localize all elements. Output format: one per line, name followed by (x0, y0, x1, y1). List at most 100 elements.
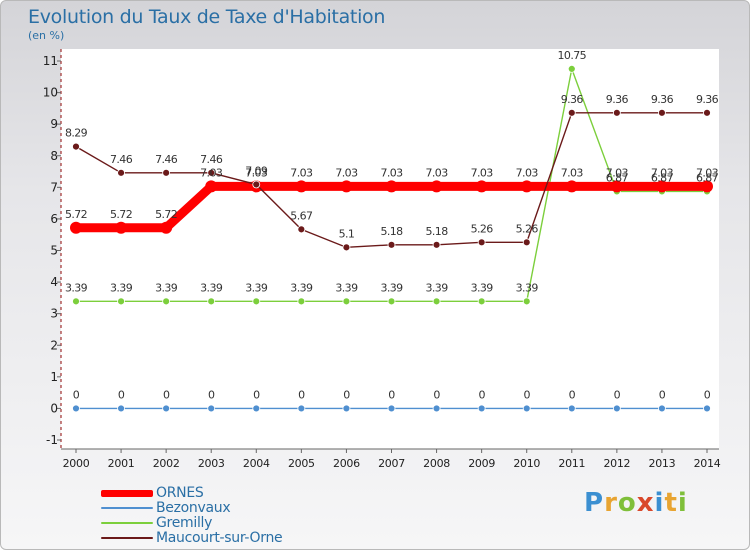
data-label: 3.39 (290, 281, 313, 294)
data-label: 0 (659, 388, 666, 401)
x-tick-label: 2004 (243, 457, 270, 470)
y-tick-label: 0 (50, 401, 58, 415)
data-point (387, 404, 396, 413)
data-point (475, 180, 488, 193)
logo-letter: P (584, 488, 605, 518)
data-label: 7.46 (155, 153, 178, 166)
data-label: 5.18 (426, 225, 449, 238)
data-point (477, 297, 486, 306)
data-label: 3.39 (65, 281, 88, 294)
data-label: 7.03 (335, 166, 358, 179)
data-point (432, 240, 441, 249)
data-point (162, 168, 171, 177)
data-point (252, 404, 261, 413)
data-label: 5.72 (110, 208, 132, 221)
x-tick-label: 2012 (603, 457, 630, 470)
data-label: 9.36 (561, 93, 584, 106)
legend-label-bezonvaux: Bezonvaux (156, 500, 231, 516)
data-point (703, 108, 711, 117)
data-label: 0 (478, 388, 485, 401)
chart-subtitle: (en %) (28, 29, 65, 42)
data-label: 7.03 (651, 166, 674, 179)
proxiti-logo: Proxiti (584, 488, 688, 518)
data-label: 7.03 (245, 166, 268, 179)
x-tick-label: 2003 (198, 457, 225, 470)
data-label: 0 (163, 388, 170, 401)
data-label: 7.09 (245, 164, 268, 177)
data-label: 9.36 (651, 93, 674, 106)
data-label: 0 (343, 388, 350, 401)
data-label: 0 (524, 388, 531, 401)
data-point (205, 180, 218, 193)
data-label: 7.46 (110, 153, 133, 166)
data-label: 5.72 (65, 208, 87, 221)
data-label: 9.36 (696, 93, 719, 106)
data-label: 6.87 (696, 171, 719, 184)
data-label: 5.72 (155, 208, 177, 221)
data-point (567, 64, 576, 73)
data-point (72, 142, 80, 151)
data-point (342, 404, 351, 413)
data-point (297, 225, 306, 234)
y-tick-label: 9 (50, 117, 58, 131)
data-point (567, 108, 576, 117)
y-tick-label: 8 (50, 149, 58, 163)
data-point (477, 238, 486, 247)
data-point (658, 108, 666, 117)
x-tick-label: 2000 (63, 457, 90, 470)
y-tick-label: 4 (50, 275, 58, 289)
data-label: 3.39 (335, 281, 358, 294)
data-point (115, 221, 128, 234)
legend-swatch-gremilly (101, 522, 153, 524)
x-tick-label: 2006 (333, 457, 360, 470)
data-point (252, 180, 261, 189)
data-point (703, 404, 711, 413)
data-point (520, 180, 533, 193)
data-point (342, 297, 351, 306)
data-point (612, 108, 621, 117)
data-point (610, 180, 623, 193)
data-point (207, 404, 216, 413)
data-point (72, 297, 80, 306)
data-label: 3.39 (110, 281, 133, 294)
x-tick-label: 2008 (423, 457, 450, 470)
data-point (701, 180, 713, 193)
y-tick-label: 7 (50, 180, 58, 194)
data-label: 5.67 (290, 209, 313, 222)
data-label: 0 (73, 388, 80, 401)
data-label: 7.03 (696, 166, 719, 179)
y-tick-label: 5 (50, 244, 58, 258)
data-label: 0 (298, 388, 305, 401)
x-tick-label: 2010 (513, 457, 540, 470)
legend-swatch-maucourt (101, 537, 153, 539)
logo-letter: o (617, 488, 637, 518)
data-label: 7.03 (426, 166, 449, 179)
data-label: 3.39 (245, 281, 268, 294)
data-label: 7.03 (516, 166, 539, 179)
data-point (297, 404, 306, 413)
data-point (432, 404, 441, 413)
data-label: 3.39 (471, 281, 494, 294)
y-tick-label: 10 (43, 86, 58, 100)
x-tick-label: 2005 (288, 457, 315, 470)
data-point (117, 297, 125, 306)
chart-title: Evolution du Taux de Taxe d'Habitation (28, 6, 386, 28)
data-point (70, 221, 82, 234)
data-label: 9.36 (606, 93, 629, 106)
data-label: 3.39 (200, 281, 223, 294)
data-label: 0 (388, 388, 395, 401)
data-label: 5.1 (339, 227, 355, 240)
data-point (207, 168, 216, 177)
x-tick-label: 2001 (108, 457, 135, 470)
data-label: 7.03 (200, 166, 223, 179)
data-point (477, 404, 486, 413)
data-point (72, 404, 80, 413)
data-point (430, 180, 443, 193)
data-label: 3.39 (516, 281, 539, 294)
x-tick-label: 2007 (378, 457, 405, 470)
data-label: 7.03 (380, 166, 403, 179)
y-tick-label: 1 (50, 370, 58, 384)
data-label: 7.03 (471, 166, 494, 179)
